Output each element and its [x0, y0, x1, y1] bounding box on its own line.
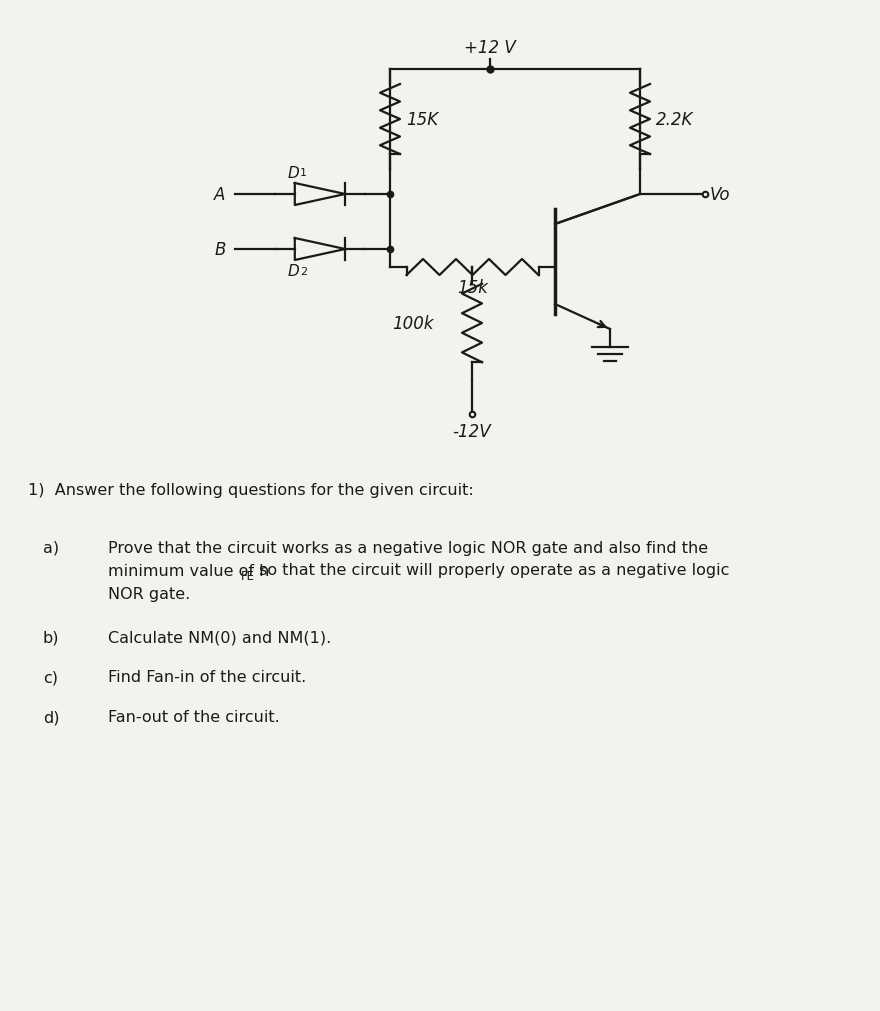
Text: 2.2K: 2.2K	[656, 111, 693, 128]
Text: 1)  Answer the following questions for the given circuit:: 1) Answer the following questions for th…	[28, 482, 473, 497]
Text: b): b)	[43, 630, 60, 645]
Text: 15K: 15K	[406, 111, 438, 128]
Text: Vo: Vo	[710, 186, 730, 204]
Text: Calculate NM(0) and NM(1).: Calculate NM(0) and NM(1).	[108, 630, 331, 645]
Text: NOR gate.: NOR gate.	[108, 586, 190, 601]
Text: FE: FE	[241, 569, 255, 582]
Text: a): a)	[43, 540, 59, 555]
Text: minimum value of h: minimum value of h	[108, 563, 269, 578]
Text: Find Fan-in of the circuit.: Find Fan-in of the circuit.	[108, 670, 306, 684]
Text: A: A	[215, 186, 225, 204]
Text: -12V: -12V	[452, 423, 491, 441]
Text: B: B	[215, 241, 225, 259]
Text: +12 V: +12 V	[464, 39, 516, 57]
Text: Fan-out of the circuit.: Fan-out of the circuit.	[108, 710, 280, 725]
Text: 2: 2	[300, 267, 307, 277]
Text: 15k: 15k	[457, 279, 488, 296]
Text: d): d)	[43, 710, 60, 725]
Text: D: D	[287, 166, 299, 180]
Text: so that the circuit will properly operate as a negative logic: so that the circuit will properly operat…	[254, 563, 730, 578]
Text: 1: 1	[300, 168, 307, 178]
Text: c): c)	[43, 670, 58, 684]
Text: 100k: 100k	[392, 314, 434, 333]
Text: Prove that the circuit works as a negative logic NOR gate and also find the: Prove that the circuit works as a negati…	[108, 540, 708, 555]
Text: D: D	[287, 264, 299, 279]
